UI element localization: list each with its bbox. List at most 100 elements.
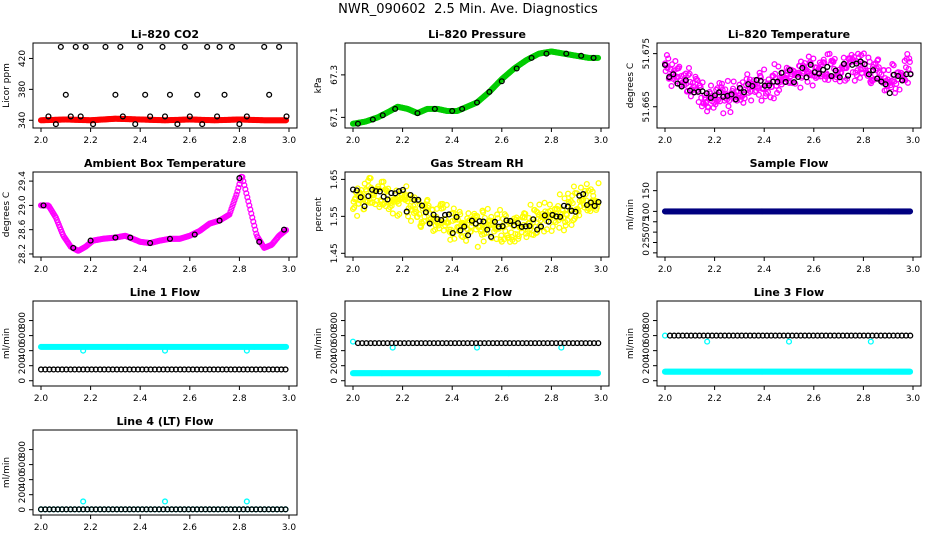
series-1	[349, 48, 602, 127]
data-point	[424, 196, 431, 203]
data-point	[896, 86, 903, 93]
data-point	[349, 186, 357, 193]
data-point	[761, 66, 768, 73]
data-point	[560, 202, 568, 209]
data-point	[514, 220, 522, 227]
data-point	[553, 213, 560, 220]
x-tick-label: 2.6	[183, 265, 198, 275]
data-point	[80, 498, 87, 505]
data-point	[465, 210, 472, 217]
data-point	[438, 217, 445, 224]
data-point	[67, 113, 74, 120]
data-point	[194, 91, 201, 98]
y-tick-label: 420	[18, 50, 28, 67]
data-point	[894, 73, 902, 80]
y-tick-label: 200	[18, 486, 28, 503]
data-point	[495, 223, 502, 230]
data-point	[354, 120, 362, 127]
y-tick-label: 200	[642, 357, 652, 374]
x-tick-label: 2.2	[707, 136, 721, 146]
data-point	[578, 52, 585, 59]
data-point	[889, 61, 896, 68]
data-point	[861, 61, 868, 68]
data-layer	[349, 338, 602, 377]
y-tick-label: 150	[642, 182, 652, 199]
data-point	[393, 187, 400, 194]
data-point	[546, 201, 553, 208]
data-point	[590, 192, 597, 199]
data-point	[283, 113, 290, 120]
data-point	[204, 43, 211, 50]
data-point	[230, 200, 237, 207]
x-tick-label: 2.4	[757, 136, 772, 146]
data-point	[661, 332, 669, 339]
data-point	[770, 95, 777, 102]
data-point	[536, 201, 543, 208]
plot-frame	[32, 429, 298, 516]
data-point	[87, 237, 94, 244]
data-point	[900, 72, 907, 79]
y-tick-label: 51.675	[642, 38, 652, 70]
series-3	[354, 340, 602, 347]
data-point	[782, 78, 789, 86]
data-point	[515, 235, 522, 242]
data-point	[457, 227, 464, 234]
data-layer	[349, 174, 602, 250]
y-tick-label: 400	[18, 471, 28, 488]
data-point	[568, 207, 575, 214]
data-point	[885, 67, 892, 74]
x-tick-label: 2.8	[544, 136, 559, 146]
x-tick-label: 2.6	[183, 394, 198, 404]
data-point	[521, 214, 528, 221]
data-layer	[661, 332, 914, 375]
data-point	[232, 194, 239, 201]
data-point	[689, 79, 696, 86]
data-point	[857, 58, 864, 65]
data-point	[403, 183, 410, 190]
data-point	[537, 223, 545, 230]
y-tick-label: 800	[330, 312, 340, 329]
series-1	[37, 115, 290, 124]
data-point	[236, 121, 243, 128]
y-axis-label: ml/min	[2, 457, 12, 488]
data-point	[484, 226, 491, 233]
plot-frame	[344, 300, 610, 387]
data-point	[828, 73, 835, 80]
data-point	[786, 67, 793, 74]
data-point	[480, 209, 487, 216]
data-point	[560, 227, 567, 234]
data-point	[595, 180, 602, 187]
data-point	[854, 50, 862, 57]
data-point	[707, 82, 715, 89]
data-point	[569, 200, 576, 207]
data-point	[221, 91, 228, 98]
data-point	[523, 234, 530, 241]
x-tick-label: 3.0	[282, 523, 297, 533]
data-point	[843, 75, 851, 82]
data-point	[661, 61, 669, 68]
data-point	[785, 338, 793, 345]
x-tick-label: 2.6	[183, 523, 198, 533]
data-point	[810, 55, 817, 62]
data-point	[243, 498, 250, 505]
x-tick-label: 2.2	[395, 136, 409, 146]
data-point	[449, 107, 456, 115]
plot-frame	[32, 42, 298, 129]
data-point	[445, 211, 452, 218]
data-point	[775, 63, 782, 70]
data-point	[216, 43, 223, 50]
data-point	[875, 56, 882, 63]
x-tick-label: 2.0	[658, 265, 673, 275]
data-point	[594, 370, 602, 377]
data-point	[820, 56, 827, 63]
data-point	[503, 217, 510, 224]
data-point	[549, 223, 556, 230]
y-tick-label: 28.6	[18, 219, 28, 239]
data-point	[407, 217, 415, 225]
data-point	[282, 343, 290, 350]
data-point	[243, 113, 250, 120]
plot-frame	[656, 171, 922, 258]
y-tick-label: 800	[18, 441, 28, 458]
data-point	[564, 203, 571, 210]
